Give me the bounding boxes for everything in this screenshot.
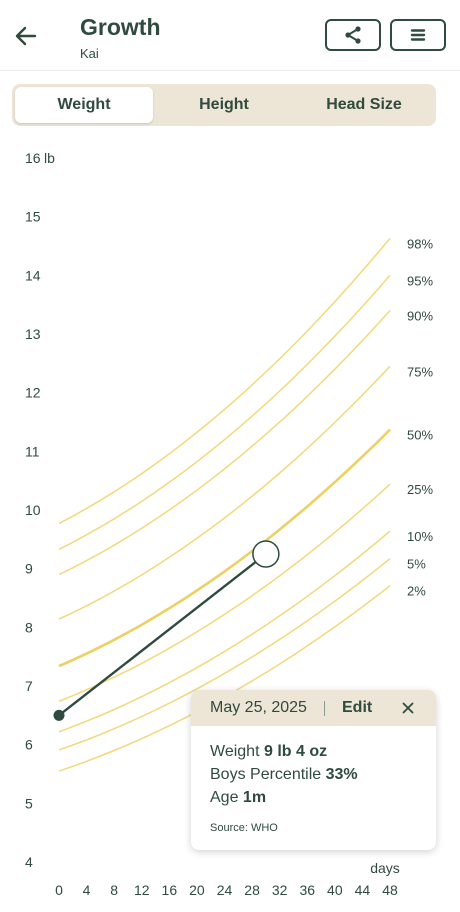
tab-head-size[interactable]: Head Size [326, 96, 402, 113]
back-button[interactable] [10, 20, 42, 52]
percentile-label: 95% [407, 273, 433, 288]
share-icon [345, 26, 361, 44]
y-tick-label: 9 [25, 561, 33, 577]
close-icon [402, 702, 414, 714]
age-label: Age [210, 789, 239, 806]
y-tick-label: 11 [25, 443, 40, 459]
edit-button[interactable]: Edit [342, 699, 373, 716]
tooltip-date: May 25, 2025 [210, 699, 307, 716]
percentile-label: 98% [407, 236, 433, 251]
y-tick-label: 6 [25, 737, 33, 753]
percentile-label: 90% [407, 309, 433, 324]
x-tick-label: 48 [382, 882, 398, 898]
percentile-label: 75% [407, 364, 433, 379]
x-tick-label: 20 [189, 882, 205, 898]
y-tick-label: 12 [25, 385, 41, 401]
x-tick-label: 12 [134, 882, 150, 898]
tooltip-source: Source: WHO [210, 822, 278, 834]
y-tick-label: 15 [25, 209, 41, 225]
selected-measurement-point[interactable] [252, 540, 280, 568]
share-button[interactable] [325, 19, 381, 51]
measurement-point[interactable] [53, 709, 65, 721]
x-tick-label: 8 [110, 882, 118, 898]
close-button[interactable] [398, 698, 418, 718]
y-axis: 4 5 6 7 8 9 10 11 12 13 14 15 16 lb [25, 150, 55, 870]
tooltip-age: Age 1m [210, 789, 266, 807]
page-title: Growth [80, 14, 161, 40]
x-tick-label: 32 [272, 882, 288, 898]
x-tick-label: 28 [244, 882, 260, 898]
percentile-curve [58, 428, 391, 668]
x-tick-label: 16 [162, 882, 178, 898]
x-tick-label: 24 [217, 882, 233, 898]
percentile-label: 25% [407, 482, 433, 497]
weight-value: 9 lb 4 oz [263, 743, 328, 760]
x-tick-label: 40 [327, 882, 343, 898]
x-axis-label: days [370, 860, 400, 876]
child-name: Kai [80, 46, 99, 61]
percentile-label: 10% [407, 529, 433, 544]
tooltip-percentile: Boys Percentile 33% [210, 766, 358, 784]
percentile-curve [58, 274, 391, 550]
tab-weight[interactable]: Weight [15, 87, 153, 123]
y-axis-unit: lb [44, 150, 55, 166]
percentile-label: Boys Percentile [210, 766, 322, 783]
tooltip-header: May 25, 2025 Edit [191, 690, 436, 726]
y-tick-label: 10 [25, 502, 41, 518]
app-bar: Growth Kai [0, 0, 460, 71]
age-value: 1m [242, 789, 267, 806]
tooltip-divider [324, 701, 325, 716]
tooltip-weight: Weight 9 lb 4 oz [210, 743, 327, 761]
y-tick-label: 13 [25, 326, 41, 342]
y-tick-label: 14 [25, 267, 41, 283]
measurement-series [53, 540, 280, 721]
y-tick-label: 5 [25, 795, 33, 811]
percentile-curve [58, 530, 391, 733]
percentile-labels: 98% 95% 90% 75% 50% 25% 10% 5% 2% [407, 236, 433, 598]
measurement-tabs: Weight Height Head Size [12, 84, 436, 126]
percentile-curve [58, 365, 391, 620]
measurement-line [58, 553, 267, 717]
back-arrow-icon [15, 26, 37, 46]
x-tick-label: 44 [355, 882, 371, 898]
percentile-label: 2% [407, 584, 426, 599]
weight-label: Weight [210, 743, 260, 760]
y-tick-label: 16 [25, 150, 41, 166]
percentile-curve [58, 237, 391, 525]
menu-icon [410, 29, 426, 41]
menu-button[interactable] [390, 19, 446, 51]
y-tick-label: 7 [25, 678, 33, 694]
x-tick-label: 0 [55, 882, 63, 898]
y-tick-label: 8 [25, 619, 33, 635]
x-tick-label: 36 [299, 882, 315, 898]
percentile-value: 33% [325, 766, 358, 783]
percentile-curve [58, 483, 391, 702]
percentile-curve [58, 558, 391, 751]
percentile-label: 50% [407, 428, 433, 443]
measurement-tooltip: May 25, 2025 Edit Weight 9 lb 4 oz Boys … [191, 690, 436, 850]
x-tick-label: 4 [83, 882, 91, 898]
tab-height[interactable]: Height [199, 96, 249, 113]
y-tick-label: 4 [25, 854, 33, 870]
percentile-curve [58, 309, 391, 576]
percentile-label: 5% [407, 557, 426, 572]
